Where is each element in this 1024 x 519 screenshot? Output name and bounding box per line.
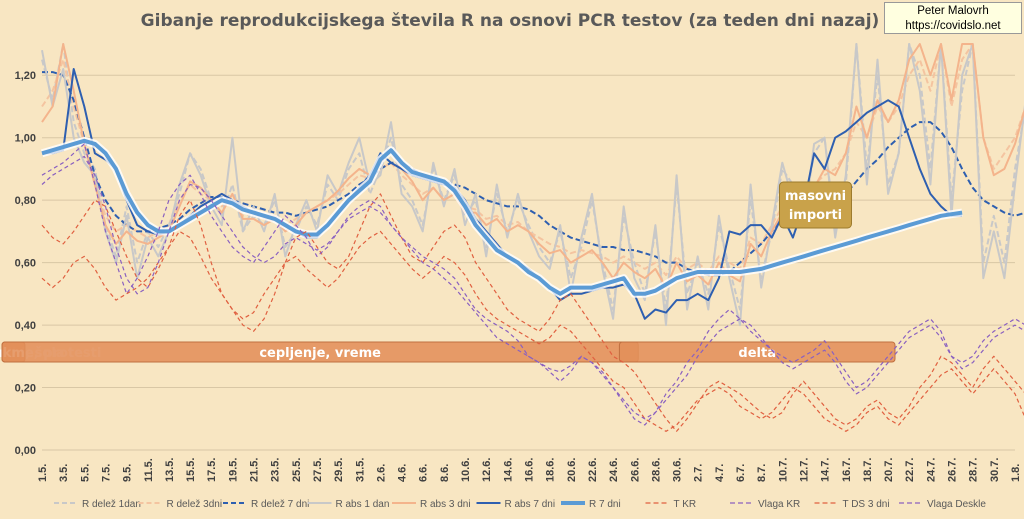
x-tick-label: 14.7. xyxy=(820,458,832,482)
x-tick-label: 4.6. xyxy=(397,464,409,482)
legend-label: R delež 1dan xyxy=(82,499,141,510)
x-tick-label: 11.5. xyxy=(143,458,155,482)
series-line xyxy=(41,143,1024,426)
x-tick-label: 23.5. xyxy=(270,458,282,482)
x-tick-label: 16.6. xyxy=(524,458,536,482)
x-tick-label: 1.8. xyxy=(1010,464,1022,482)
series-line xyxy=(41,155,1024,420)
credit-url[interactable]: https://covidslo.net xyxy=(905,20,1001,32)
x-axis: 1.5. 3.5. 5.5. 7.5. 9.5. 11.5. 13.5. 15.5. 17.5.… xyxy=(37,458,1022,482)
y-tick-label: 0,20 xyxy=(15,383,36,395)
x-tick-label: 1.5. xyxy=(37,464,49,482)
series-line xyxy=(41,230,1024,432)
x-tick-label: 14.6. xyxy=(502,458,514,482)
annotation-label-1: masovni xyxy=(785,189,846,204)
x-tick-label: 22.7. xyxy=(904,458,916,482)
series-line xyxy=(41,43,1024,327)
legend-label: R delež 7 dni xyxy=(251,499,309,510)
x-tick-label: 10.6. xyxy=(460,458,472,482)
annotation-box xyxy=(778,181,852,229)
x-tick-label: 9.5. xyxy=(122,464,134,482)
x-tick-label: 24.7. xyxy=(925,458,937,482)
series-line xyxy=(41,43,1024,289)
y-tick-label: 0,00 xyxy=(15,445,36,457)
y-tick-label: 0,40 xyxy=(15,320,36,332)
x-tick-label: 31.5. xyxy=(354,458,366,482)
x-tick-label: 26.6. xyxy=(629,458,641,482)
legend-label: R 7 dni xyxy=(589,499,621,510)
x-tick-label: 19.5. xyxy=(227,458,239,482)
x-tick-label: 6.6. xyxy=(418,464,430,482)
x-tick-label: 12.7. xyxy=(798,458,810,482)
series-lines xyxy=(40,43,1024,432)
series-line xyxy=(41,138,963,296)
x-tick-label: 3.5. xyxy=(58,464,70,482)
x-tick-label: 17.5. xyxy=(206,458,218,482)
x-tick-label: 4.7. xyxy=(714,464,726,482)
period-bands: prazniki, šolasprošč., tekme, protestice… xyxy=(0,341,896,363)
legend-label: R abs 3 dni xyxy=(420,499,471,510)
x-tick-label: 8.7. xyxy=(756,464,768,482)
x-tick-label: 22.6. xyxy=(587,458,599,482)
x-tick-label: 2.7. xyxy=(693,464,705,482)
legend-label: T KR xyxy=(674,499,697,510)
legend-label: Vlaga KR xyxy=(758,499,800,510)
x-tick-label: 27.5. xyxy=(312,458,324,482)
x-tick-label: 28.6. xyxy=(650,458,662,482)
x-tick-label: 24.6. xyxy=(608,458,620,482)
x-tick-label: 13.5. xyxy=(164,458,176,482)
period-band xyxy=(618,341,896,363)
x-tick-label: 18.7. xyxy=(862,458,874,482)
x-tick-label: 5.5. xyxy=(79,464,91,482)
x-tick-label: 30.7. xyxy=(989,458,1001,482)
series-line xyxy=(41,43,1024,277)
legend: R delež 1dan R delež 3dni R delež 7 dni R a… xyxy=(54,499,986,510)
x-tick-label: 21.5. xyxy=(249,458,261,482)
period-band-label: delta xyxy=(738,346,776,361)
x-tick-label: 25.5. xyxy=(291,458,303,482)
x-tick-label: 29.5. xyxy=(333,458,345,482)
credit-author: Peter Malovrh xyxy=(917,5,989,17)
credit-box: Peter Malovrh https://covidslo.net xyxy=(884,2,1022,34)
chart-title: Gibanje reprodukcijskega števila R na os… xyxy=(141,11,880,31)
y-tick-label: 1,20 xyxy=(15,70,36,82)
x-tick-label: 7.5. xyxy=(100,464,112,482)
y-tick-label: 0,60 xyxy=(15,258,36,270)
series-line xyxy=(41,193,1024,432)
x-tick-label: 12.6. xyxy=(481,458,493,482)
x-tick-label: 26.7. xyxy=(947,458,959,482)
y-axis: 0,00 0,20 0,40 0,60 0,80 1,00 1,20 xyxy=(15,70,36,457)
series-line xyxy=(41,43,1024,311)
x-tick-label: 6.7. xyxy=(735,464,747,482)
x-tick-label: 10.7. xyxy=(777,458,789,482)
annotation-label-2: importi xyxy=(789,208,842,223)
x-tick-label: 30.6. xyxy=(672,458,684,482)
x-tick-label: 16.7. xyxy=(841,458,853,482)
legend-label: T DS 3 dni xyxy=(843,499,890,510)
x-tick-label: 28.7. xyxy=(968,458,980,482)
x-tick-label: 8.6. xyxy=(439,464,451,482)
x-tick-label: 20.7. xyxy=(883,458,895,482)
x-tick-label: 2.6. xyxy=(375,464,387,482)
y-tick-label: 0,80 xyxy=(15,195,36,207)
x-tick-label: 20.6. xyxy=(566,458,578,482)
period-band-label: cepljenje, vreme xyxy=(259,346,381,361)
legend-label: R delež 3dni xyxy=(167,499,223,510)
legend-label: R abs 1 dan xyxy=(336,499,390,510)
legend-label: R abs 7 dni xyxy=(505,499,556,510)
annotation: masovni importi xyxy=(778,181,852,229)
x-tick-label: 15.5. xyxy=(185,458,197,482)
x-tick-label: 18.6. xyxy=(545,458,557,482)
legend-label: Vlaga Deskle xyxy=(927,499,986,510)
y-tick-label: 1,00 xyxy=(15,133,36,145)
series-line xyxy=(42,71,1024,277)
